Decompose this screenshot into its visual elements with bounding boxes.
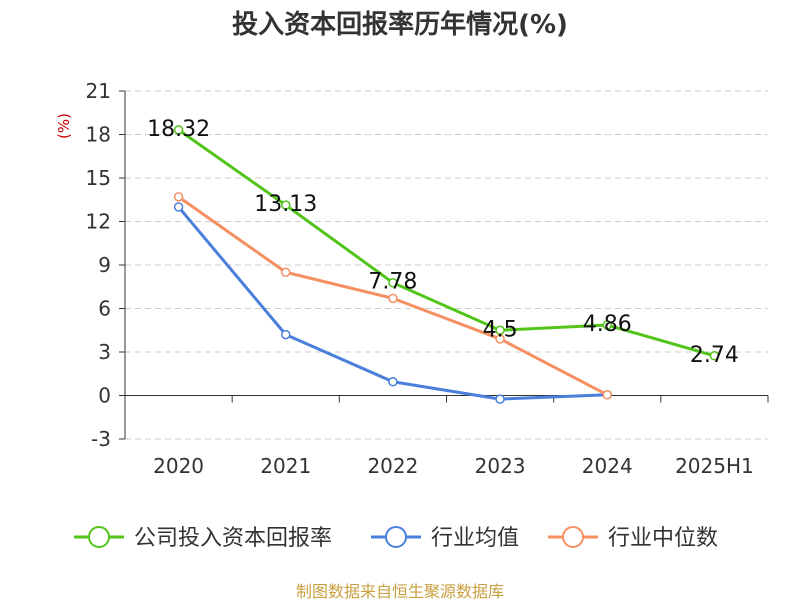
data-label: 4.86 (583, 312, 632, 337)
legend-marker (562, 526, 584, 548)
grid-lines (125, 90, 768, 440)
legend: 公司投入资本回报率 行业均值 行业中位数 (74, 526, 718, 551)
data-point (388, 376, 398, 387)
data-point (709, 351, 720, 361)
chart-title: 投入资本回报率历年情况(%) (232, 10, 568, 40)
data-label: 13.13 (254, 192, 317, 217)
data-point (173, 192, 184, 202)
data-point (173, 202, 184, 212)
y-axis-unit-label: (%) (55, 113, 73, 139)
legend-marker (385, 526, 407, 548)
data-point (281, 267, 291, 277)
legend-item[interactable]: 公司投入资本回报率 (74, 526, 332, 551)
legend-label: 公司投入资本回报率 (134, 526, 332, 551)
data-label: 7.78 (368, 270, 417, 295)
legend-marker (88, 526, 110, 548)
x-tick-label: 2021 (260, 454, 311, 478)
series-line (177, 128, 715, 358)
y-tick-label: 15 (86, 166, 111, 190)
data-point (281, 329, 291, 340)
data-point (173, 125, 184, 135)
legend-label: 行业中位数 (608, 526, 718, 551)
legend-item[interactable]: 行业均值 (371, 526, 519, 551)
y-tick-label: 0 (98, 384, 111, 408)
data-point (602, 320, 612, 330)
data-label: 2.74 (690, 343, 739, 368)
data-point (495, 394, 505, 404)
source-note: 制图数据来自恒生聚源数据库 (295, 582, 504, 601)
y-tick-label: 18 (86, 123, 111, 147)
y-tick-label: 12 (86, 210, 111, 234)
data-point (388, 293, 398, 304)
x-tick-label: 2020 (153, 454, 204, 478)
y-tick-label: 21 (86, 79, 111, 103)
x-tick-label: 2022 (367, 454, 418, 478)
x-tick-label: 2025H1 (675, 454, 754, 478)
legend-label: 行业均值 (431, 526, 519, 551)
data-point (602, 390, 612, 400)
data-point (388, 277, 398, 288)
axes: -3 0 3 6 9 12 15 18 21 2020 2021 2022 2023 2024 2025H1 (86, 79, 769, 478)
y-tick-label: 9 (98, 253, 111, 277)
data-label: 4.5 (483, 317, 518, 342)
data-point (495, 334, 505, 344)
y-tick-label: 6 (98, 297, 111, 321)
y-tick-label: -3 (91, 427, 111, 451)
y-tick-label: 3 (98, 340, 111, 364)
x-tick-label: 2023 (475, 454, 526, 478)
x-tick-label: 2024 (582, 454, 633, 478)
series-lines (173, 125, 720, 404)
data-labels: 18.32 13.13 7.78 4.5 4.86 2.74 (147, 117, 739, 368)
legend-item[interactable]: 行业中位数 (548, 526, 718, 551)
data-point (281, 200, 291, 210)
data-label: 18.32 (147, 117, 210, 142)
